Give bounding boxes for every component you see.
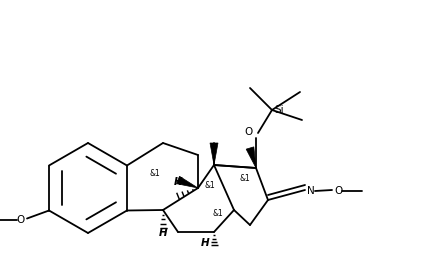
Text: Si: Si	[274, 105, 284, 115]
Polygon shape	[176, 176, 198, 188]
Text: H: H	[159, 228, 167, 238]
Text: &1: &1	[150, 168, 160, 178]
Text: &1: &1	[213, 209, 224, 218]
Text: O: O	[17, 214, 25, 224]
Text: N: N	[307, 186, 315, 196]
Text: H: H	[201, 238, 209, 248]
Text: &1: &1	[205, 180, 215, 190]
Polygon shape	[246, 147, 256, 168]
Text: O: O	[334, 186, 342, 196]
Text: &1: &1	[240, 173, 251, 183]
Polygon shape	[210, 143, 218, 165]
Text: H: H	[174, 177, 182, 187]
Text: O: O	[245, 127, 253, 137]
